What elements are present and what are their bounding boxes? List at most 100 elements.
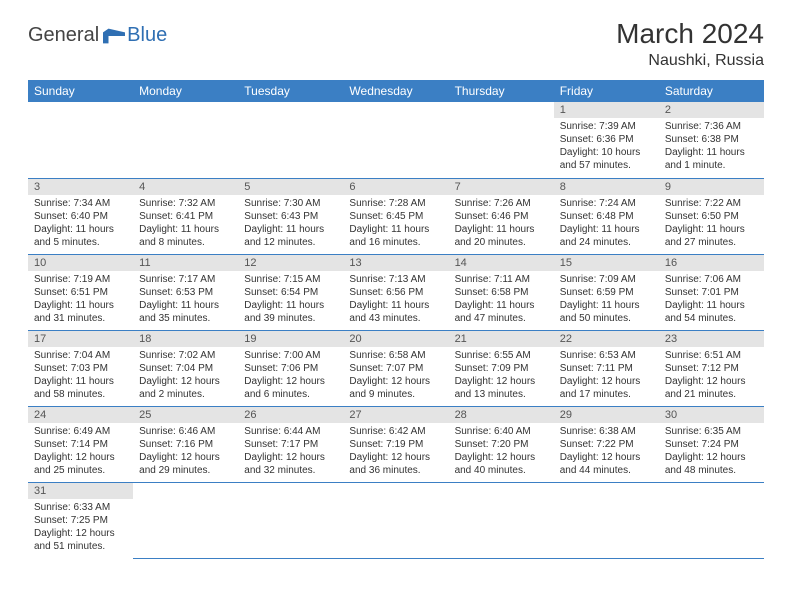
day-number: 12 bbox=[238, 255, 343, 271]
daylight-text: Daylight: 11 hours and 16 minutes. bbox=[349, 223, 442, 249]
daylight-text: Daylight: 11 hours and 24 minutes. bbox=[560, 223, 653, 249]
sunset-text: Sunset: 6:51 PM bbox=[34, 286, 127, 299]
calendar-cell: 19Sunrise: 7:00 AMSunset: 7:06 PMDayligh… bbox=[238, 330, 343, 406]
calendar-cell: 31Sunrise: 6:33 AMSunset: 7:25 PMDayligh… bbox=[28, 482, 133, 558]
calendar-cell bbox=[133, 482, 238, 558]
sunrise-text: Sunrise: 7:13 AM bbox=[349, 273, 442, 286]
sunset-text: Sunset: 7:25 PM bbox=[34, 514, 127, 527]
sunset-text: Sunset: 7:11 PM bbox=[560, 362, 653, 375]
calendar-cell bbox=[343, 102, 448, 178]
daylight-text: Daylight: 10 hours and 57 minutes. bbox=[560, 146, 653, 172]
sunset-text: Sunset: 7:22 PM bbox=[560, 438, 653, 451]
calendar-cell: 5Sunrise: 7:30 AMSunset: 6:43 PMDaylight… bbox=[238, 178, 343, 254]
calendar-cell: 27Sunrise: 6:42 AMSunset: 7:19 PMDayligh… bbox=[343, 406, 448, 482]
sunset-text: Sunset: 7:20 PM bbox=[455, 438, 548, 451]
day-body: Sunrise: 7:32 AMSunset: 6:41 PMDaylight:… bbox=[133, 195, 238, 253]
calendar-cell: 3Sunrise: 7:34 AMSunset: 6:40 PMDaylight… bbox=[28, 178, 133, 254]
calendar-cell: 20Sunrise: 6:58 AMSunset: 7:07 PMDayligh… bbox=[343, 330, 448, 406]
day-body: Sunrise: 6:58 AMSunset: 7:07 PMDaylight:… bbox=[343, 347, 448, 405]
sunrise-text: Sunrise: 6:42 AM bbox=[349, 425, 442, 438]
calendar-cell bbox=[343, 482, 448, 558]
daylight-text: Daylight: 12 hours and 2 minutes. bbox=[139, 375, 232, 401]
calendar-cell bbox=[133, 102, 238, 178]
calendar-cell: 17Sunrise: 7:04 AMSunset: 7:03 PMDayligh… bbox=[28, 330, 133, 406]
daylight-text: Daylight: 12 hours and 44 minutes. bbox=[560, 451, 653, 477]
calendar-cell: 24Sunrise: 6:49 AMSunset: 7:14 PMDayligh… bbox=[28, 406, 133, 482]
sunset-text: Sunset: 6:58 PM bbox=[455, 286, 548, 299]
sunset-text: Sunset: 7:16 PM bbox=[139, 438, 232, 451]
calendar-row: 24Sunrise: 6:49 AMSunset: 7:14 PMDayligh… bbox=[28, 406, 764, 482]
calendar-cell: 8Sunrise: 7:24 AMSunset: 6:48 PMDaylight… bbox=[554, 178, 659, 254]
sunset-text: Sunset: 7:14 PM bbox=[34, 438, 127, 451]
sunrise-text: Sunrise: 6:46 AM bbox=[139, 425, 232, 438]
daylight-text: Daylight: 12 hours and 32 minutes. bbox=[244, 451, 337, 477]
daylight-text: Daylight: 11 hours and 8 minutes. bbox=[139, 223, 232, 249]
calendar-cell: 22Sunrise: 6:53 AMSunset: 7:11 PMDayligh… bbox=[554, 330, 659, 406]
calendar-table: Sunday Monday Tuesday Wednesday Thursday… bbox=[28, 80, 764, 559]
day-number: 10 bbox=[28, 255, 133, 271]
day-body: Sunrise: 7:04 AMSunset: 7:03 PMDaylight:… bbox=[28, 347, 133, 405]
logo-flag-icon bbox=[103, 28, 125, 44]
daylight-text: Daylight: 11 hours and 27 minutes. bbox=[665, 223, 758, 249]
sunset-text: Sunset: 7:03 PM bbox=[34, 362, 127, 375]
daylight-text: Daylight: 11 hours and 43 minutes. bbox=[349, 299, 442, 325]
sunset-text: Sunset: 6:46 PM bbox=[455, 210, 548, 223]
daylight-text: Daylight: 11 hours and 39 minutes. bbox=[244, 299, 337, 325]
day-number: 23 bbox=[659, 331, 764, 347]
title-block: March 2024 Naushki, Russia bbox=[616, 18, 764, 70]
sunrise-text: Sunrise: 6:51 AM bbox=[665, 349, 758, 362]
day-body: Sunrise: 6:53 AMSunset: 7:11 PMDaylight:… bbox=[554, 347, 659, 405]
day-number: 9 bbox=[659, 179, 764, 195]
day-number: 31 bbox=[28, 483, 133, 499]
day-body: Sunrise: 7:39 AMSunset: 6:36 PMDaylight:… bbox=[554, 118, 659, 176]
day-body: Sunrise: 7:22 AMSunset: 6:50 PMDaylight:… bbox=[659, 195, 764, 253]
sunrise-text: Sunrise: 7:09 AM bbox=[560, 273, 653, 286]
day-number: 11 bbox=[133, 255, 238, 271]
day-header: Saturday bbox=[659, 80, 764, 102]
day-number: 6 bbox=[343, 179, 448, 195]
day-body: Sunrise: 7:02 AMSunset: 7:04 PMDaylight:… bbox=[133, 347, 238, 405]
sunset-text: Sunset: 7:17 PM bbox=[244, 438, 337, 451]
calendar-cell: 13Sunrise: 7:13 AMSunset: 6:56 PMDayligh… bbox=[343, 254, 448, 330]
day-number: 20 bbox=[343, 331, 448, 347]
sunrise-text: Sunrise: 7:34 AM bbox=[34, 197, 127, 210]
calendar-row: 1Sunrise: 7:39 AMSunset: 6:36 PMDaylight… bbox=[28, 102, 764, 178]
day-body: Sunrise: 7:11 AMSunset: 6:58 PMDaylight:… bbox=[449, 271, 554, 329]
calendar-row: 17Sunrise: 7:04 AMSunset: 7:03 PMDayligh… bbox=[28, 330, 764, 406]
logo-text-blue: Blue bbox=[127, 24, 167, 47]
calendar-cell bbox=[238, 102, 343, 178]
calendar-cell bbox=[238, 482, 343, 558]
calendar-row: 31Sunrise: 6:33 AMSunset: 7:25 PMDayligh… bbox=[28, 482, 764, 558]
daylight-text: Daylight: 12 hours and 21 minutes. bbox=[665, 375, 758, 401]
daylight-text: Daylight: 11 hours and 31 minutes. bbox=[34, 299, 127, 325]
page-title: March 2024 bbox=[616, 18, 764, 50]
sunset-text: Sunset: 7:24 PM bbox=[665, 438, 758, 451]
calendar-cell: 23Sunrise: 6:51 AMSunset: 7:12 PMDayligh… bbox=[659, 330, 764, 406]
day-body: Sunrise: 6:51 AMSunset: 7:12 PMDaylight:… bbox=[659, 347, 764, 405]
day-body: Sunrise: 7:19 AMSunset: 6:51 PMDaylight:… bbox=[28, 271, 133, 329]
calendar-cell: 25Sunrise: 6:46 AMSunset: 7:16 PMDayligh… bbox=[133, 406, 238, 482]
sunrise-text: Sunrise: 7:06 AM bbox=[665, 273, 758, 286]
sunrise-text: Sunrise: 6:33 AM bbox=[34, 501, 127, 514]
sunrise-text: Sunrise: 7:19 AM bbox=[34, 273, 127, 286]
day-number: 13 bbox=[343, 255, 448, 271]
sunrise-text: Sunrise: 6:38 AM bbox=[560, 425, 653, 438]
day-number: 2 bbox=[659, 102, 764, 118]
day-number: 17 bbox=[28, 331, 133, 347]
day-number: 5 bbox=[238, 179, 343, 195]
day-number: 27 bbox=[343, 407, 448, 423]
calendar-cell: 11Sunrise: 7:17 AMSunset: 6:53 PMDayligh… bbox=[133, 254, 238, 330]
day-body: Sunrise: 7:09 AMSunset: 6:59 PMDaylight:… bbox=[554, 271, 659, 329]
calendar-cell: 12Sunrise: 7:15 AMSunset: 6:54 PMDayligh… bbox=[238, 254, 343, 330]
day-number: 25 bbox=[133, 407, 238, 423]
calendar-cell bbox=[449, 102, 554, 178]
daylight-text: Daylight: 11 hours and 35 minutes. bbox=[139, 299, 232, 325]
sunrise-text: Sunrise: 7:26 AM bbox=[455, 197, 548, 210]
day-body: Sunrise: 6:38 AMSunset: 7:22 PMDaylight:… bbox=[554, 423, 659, 481]
calendar-cell bbox=[659, 482, 764, 558]
daylight-text: Daylight: 12 hours and 48 minutes. bbox=[665, 451, 758, 477]
day-number: 21 bbox=[449, 331, 554, 347]
daylight-text: Daylight: 12 hours and 25 minutes. bbox=[34, 451, 127, 477]
sunset-text: Sunset: 6:59 PM bbox=[560, 286, 653, 299]
day-body: Sunrise: 6:44 AMSunset: 7:17 PMDaylight:… bbox=[238, 423, 343, 481]
